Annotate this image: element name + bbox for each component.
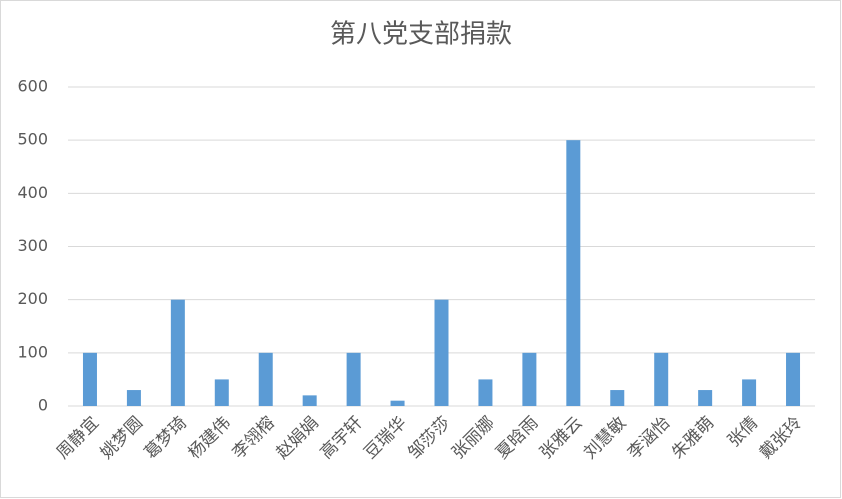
y-tick-label: 100 [17,342,48,361]
bar [786,352,801,406]
bar [170,299,185,406]
bar [258,352,273,406]
bar [214,379,229,406]
chart-title: 第八党支部捐款 [330,20,512,50]
bar [478,379,493,406]
bar [610,390,625,406]
bar [654,352,669,406]
bar [434,299,449,406]
bar [566,140,581,406]
bar [522,352,537,406]
bar [302,395,317,406]
bar [742,379,757,406]
y-tick-label: 400 [17,183,48,202]
y-tick-label: 0 [38,396,48,415]
y-tick-label: 300 [17,236,48,255]
y-tick-label: 200 [17,289,48,308]
bar [698,390,713,406]
bar [126,390,141,406]
bar [390,400,405,406]
y-tick-label: 500 [17,130,48,149]
bar [346,352,361,406]
bar [82,352,97,406]
y-tick-label: 600 [17,77,48,96]
